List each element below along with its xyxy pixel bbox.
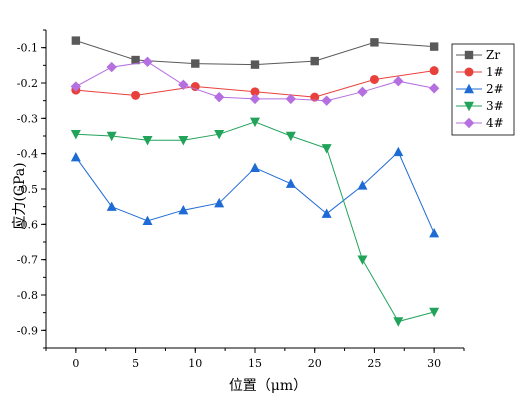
data-point [178,136,189,146]
series-4 [70,117,440,327]
legend-item: 1# [456,65,504,79]
data-point [71,36,81,45]
y-tick-label: -0.4 [17,148,38,161]
legend-item: 3# [456,99,504,113]
y-tick-label: -0.7 [17,254,38,267]
data-point [357,255,368,265]
data-point [321,208,332,218]
data-point [429,42,439,51]
legend-marker [464,67,474,77]
legend-label: 3# [486,99,504,113]
data-point [142,215,153,225]
x-tick-label: 15 [248,357,262,370]
y-tick-label: -0.2 [17,77,38,90]
data-point [191,59,200,68]
legend-label: 4# [486,116,504,130]
x-tick-label: 5 [132,357,139,370]
series-line [75,121,435,323]
legend-item: Zr [456,48,500,62]
data-point [142,56,153,67]
data-point [429,66,439,76]
x-tick-label: 30 [427,357,441,370]
legend-marker [464,83,474,94]
x-tick-label: 25 [367,357,381,370]
series-5 [70,56,440,106]
data-point [369,74,379,84]
data-point [178,205,189,215]
series-2 [71,66,439,102]
data-point [285,178,296,188]
data-point [321,144,332,154]
legend-label: 1# [486,65,504,79]
y-tick-label: -0.8 [17,289,38,302]
legend-label: Zr [486,48,500,62]
y-tick-label: -0.1 [17,42,38,55]
data-point [357,86,368,98]
x-tick-label: 20 [308,357,322,370]
data-point [106,201,117,211]
data-point [250,117,260,128]
series-3 [70,146,440,238]
data-point [429,227,440,238]
data-point [250,60,260,69]
data-point [310,56,319,66]
x-tick-label: 10 [188,357,202,370]
y-tick-label: -0.6 [17,218,38,231]
legend-marker [464,101,474,112]
data-point [393,146,404,157]
data-point [250,87,260,97]
data-point [106,61,117,73]
x-tick-label: 0 [72,357,79,370]
y-tick-label: -0.3 [17,112,38,125]
data-point [249,93,261,105]
data-point [70,81,82,92]
data-point [370,38,379,47]
data-point [428,83,440,94]
x-axis-title: 位置（μm） [229,378,307,394]
legend-marker [463,117,475,129]
y-tick-label: -0.5 [17,183,38,196]
data-point [70,130,81,140]
legend-item: 2# [456,82,504,96]
series-1 [71,36,439,69]
data-point [357,180,368,190]
data-point [106,131,117,142]
legend-item: 4# [456,116,504,130]
data-point [214,197,225,208]
data-point [285,131,296,142]
data-point [131,55,140,65]
data-point [131,90,141,100]
y-axis-title: 应力(GPa) [11,162,28,229]
data-point [310,92,320,102]
y-tick-label: -0.9 [17,324,38,337]
data-point [429,307,440,318]
data-point [321,95,332,106]
data-point [285,93,297,105]
data-point [190,82,200,92]
data-point [393,317,404,327]
data-point [142,136,153,146]
legend-label: 2# [486,82,504,96]
data-point [213,91,225,103]
legend-marker [464,50,474,60]
data-point [178,79,189,90]
data-point [250,162,260,172]
data-point [393,76,404,87]
data-point [214,130,225,140]
data-point [70,152,81,162]
